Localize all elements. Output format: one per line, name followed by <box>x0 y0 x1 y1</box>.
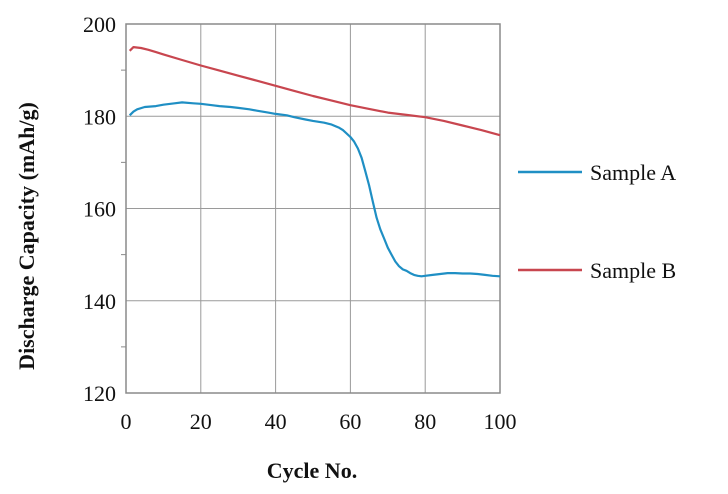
y-axis-tick-labels: 120 140 160 180 200 <box>83 12 116 406</box>
x-tick-label: 60 <box>339 409 361 434</box>
x-tick-label: 40 <box>265 409 287 434</box>
y-tick-label: 180 <box>83 104 116 129</box>
x-tick-label: 80 <box>414 409 436 434</box>
y-tick-label: 120 <box>83 381 116 406</box>
y-tick-label: 160 <box>83 197 116 222</box>
legend: Sample A Sample B <box>518 160 676 283</box>
legend-label-1: Sample A <box>590 160 676 185</box>
series-lines <box>128 45 501 278</box>
series-line-2 <box>128 45 501 137</box>
grid-lines <box>121 23 501 394</box>
legend-label-2: Sample B <box>590 258 676 283</box>
y-axis-title: Discharge Capacity (mAh/g) <box>14 102 39 370</box>
x-tick-label: 20 <box>190 409 212 434</box>
plot-area-frame <box>125 23 501 394</box>
y-tick-label: 140 <box>83 289 116 314</box>
x-tick-label: 0 <box>121 409 132 434</box>
x-tick-label: 100 <box>484 409 517 434</box>
x-axis-title: Cycle No. <box>267 458 357 483</box>
y-tick-label: 200 <box>83 12 116 37</box>
x-axis-tick-labels: 0 20 40 60 80 100 <box>121 409 517 434</box>
series-line-1 <box>128 101 501 278</box>
